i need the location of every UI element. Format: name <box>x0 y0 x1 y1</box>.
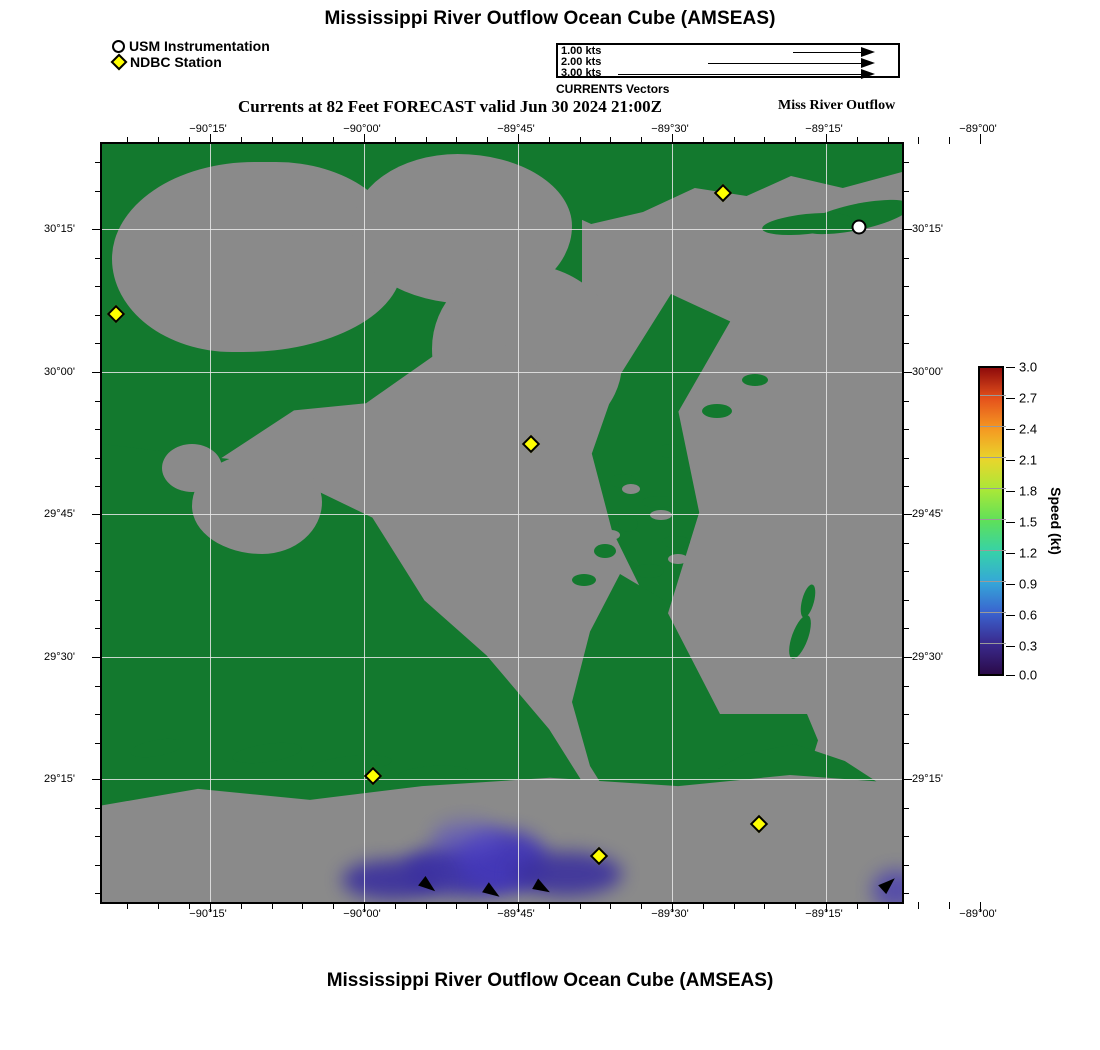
ndbc-diamond-icon <box>110 53 128 71</box>
marsh-island <box>642 496 676 508</box>
gulf-east <box>668 294 902 714</box>
gridline-lat <box>102 229 902 230</box>
legend-item-usm: USM Instrumentation <box>112 38 342 54</box>
lon-tick-label: −90°15' <box>189 123 227 135</box>
lon-tick-label: −89°00' <box>959 123 997 135</box>
vector-legend-row-2: 2.00 kts <box>558 56 898 69</box>
lon-tick-label: −89°15' <box>805 123 843 135</box>
colorbar-tick-label: 0.6 <box>1019 607 1038 623</box>
marsh-island <box>634 564 664 578</box>
lat-tick-label: 30°00' <box>44 366 75 378</box>
gridline-lat <box>102 514 902 515</box>
colorbar-tick-label: 0.9 <box>1019 576 1038 592</box>
usm-instrumentation-marker[interactable] <box>851 219 867 235</box>
colorbar-tick-label: 2.7 <box>1019 390 1038 406</box>
lon-tick-label: −89°45' <box>497 908 535 920</box>
colorbar-tick-label: 0.0 <box>1019 667 1038 683</box>
gridline-lat <box>102 372 902 373</box>
vector-arrowhead-2 <box>861 58 875 68</box>
marsh-island <box>572 574 596 586</box>
lat-tick-label: 30°15' <box>44 223 75 235</box>
legend-item-ndbc: NDBC Station <box>110 53 342 71</box>
legend-label-ndbc: NDBC Station <box>130 54 222 70</box>
legend-label-usm: USM Instrumentation <box>129 38 270 54</box>
lat-tick-label: 29°15' <box>44 773 75 785</box>
lon-tick-label: −89°00' <box>959 908 997 920</box>
gridline-lon <box>518 144 519 902</box>
marsh-pond <box>622 484 640 494</box>
colorbar-tick-label: 3.0 <box>1019 359 1038 375</box>
gridline-lon <box>826 144 827 902</box>
vector-arrowhead-1 <box>861 47 875 57</box>
lon-tick-label: −89°15' <box>805 908 843 920</box>
gridline-lon <box>210 144 211 902</box>
vector-legend-label-1: 1.00 kts <box>561 45 602 57</box>
colorbar-tick-label: 2.1 <box>1019 452 1038 468</box>
colorbar-title: Speed (kt) <box>1048 487 1064 555</box>
vector-legend-caption: CURRENTS Vectors <box>556 82 670 96</box>
lat-tick-label: 30°15' <box>912 223 943 235</box>
map-subtitle: Currents at 82 Feet FORECAST valid Jun 3… <box>238 97 662 116</box>
lon-tick-label: −90°00' <box>343 123 381 135</box>
marsh-island <box>594 544 616 558</box>
vector-legend-row-3: 3.00 kts <box>558 67 898 80</box>
gridline-lon <box>672 144 673 902</box>
lon-tick-label: −90°15' <box>189 908 227 920</box>
colorbar-gradient <box>978 366 1006 676</box>
marsh-pond <box>650 510 672 520</box>
bottom-title: Mississippi River Outflow Ocean Cube (AM… <box>326 970 774 991</box>
marsh-pond <box>602 530 620 540</box>
gridline-lat <box>102 657 902 658</box>
lat-tick-label: 29°15' <box>912 773 943 785</box>
lat-tick-label: 29°30' <box>44 651 75 663</box>
vector-line-1 <box>793 52 863 53</box>
page-title: Mississippi River Outflow Ocean Cube (AM… <box>324 8 776 29</box>
marsh-island <box>658 444 682 458</box>
map-content <box>102 144 902 902</box>
currents-vector-legend: 1.00 kts 2.00 kts 3.00 kts <box>556 43 900 80</box>
speed-blob <box>342 860 442 900</box>
vector-legend-label-3: 3.00 kts <box>561 67 602 79</box>
lat-tick-label: 29°45' <box>44 508 75 520</box>
colorbar-tick-label: 1.2 <box>1019 545 1038 561</box>
colorbar-tick-label: 1.5 <box>1019 514 1038 530</box>
lon-tick-label: −90°00' <box>343 908 381 920</box>
lake-small-west <box>162 444 222 492</box>
vector-line-3 <box>618 74 863 75</box>
vector-arrowhead-3 <box>861 69 875 79</box>
gridline-lat <box>102 779 902 780</box>
lon-tick-label: −89°30' <box>651 123 689 135</box>
marsh-island <box>662 536 690 548</box>
speed-blob <box>432 820 502 856</box>
map-canvas[interactable] <box>92 134 981 912</box>
gridline-lon <box>364 144 365 902</box>
lat-tick-label: 29°45' <box>912 508 943 520</box>
lat-tick-label: 29°30' <box>912 651 943 663</box>
marsh-island <box>618 516 638 532</box>
colorbar-tick-label: 0.3 <box>1019 638 1038 654</box>
station-legend: USM Instrumentation NDBC Station <box>110 38 342 71</box>
usm-circle-icon <box>112 39 125 53</box>
vector-legend-row-1: 1.00 kts <box>558 45 898 58</box>
vector-line-2 <box>708 63 863 64</box>
lon-tick-label: −89°30' <box>651 908 689 920</box>
lake-pontchartrain-west <box>112 162 402 352</box>
colorbar-tick-label: 2.4 <box>1019 421 1038 437</box>
colorbar-tick-label: 1.8 <box>1019 483 1038 499</box>
dataset-label: Miss River Outflow <box>778 98 896 113</box>
marsh-pond <box>668 554 688 564</box>
marsh-island <box>742 374 768 386</box>
marsh-island <box>702 404 732 418</box>
lon-tick-label: −89°45' <box>497 123 535 135</box>
lat-tick-label: 30°00' <box>912 366 943 378</box>
vector-legend-label-2: 2.00 kts <box>561 56 602 68</box>
